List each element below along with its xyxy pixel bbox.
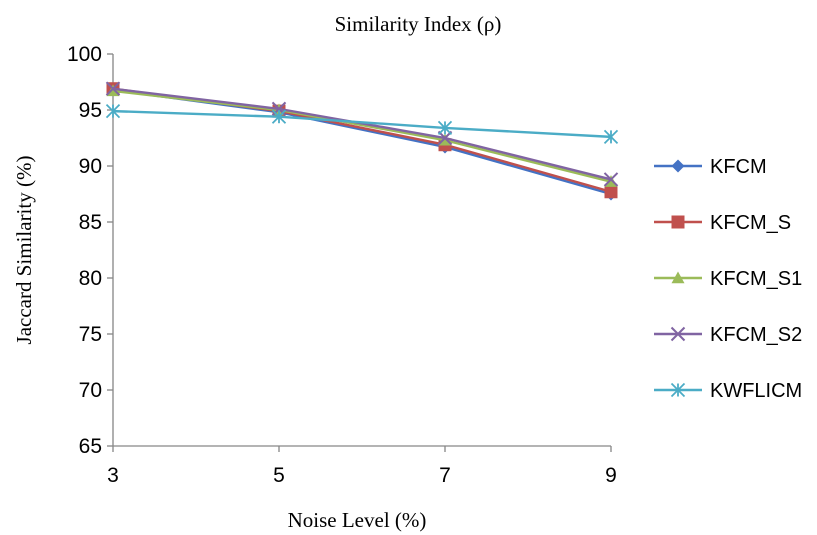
series-kwflicm [105,103,619,145]
y-tick-label: 70 [79,379,102,402]
y-tick-label: 90 [79,155,102,178]
series-line-kfcm-s1 [112,89,612,183]
x-axis-label: Noise Level (%) [288,508,427,532]
series-line-kfcm-s2 [112,87,612,181]
x-tick-label: 9 [605,464,617,487]
data-point-kfcm-s [604,185,618,199]
data-point-kfcm-s2 [603,172,619,187]
series-line-kwflicm [112,109,612,139]
legend-item-kfcm-s1: KFCM_S1 [654,268,802,290]
series-line-kfcm [112,88,612,196]
legend-item-kfcm-s: KFCM_S [654,212,791,234]
y-axis-label: Jaccard Similarity (%) [12,156,36,345]
x-tick-label: 7 [439,464,451,487]
chart-legend: KFCM KFCM_S KFCM_S1 KFCM_S2 KWFLICM [654,156,802,402]
series-line-kfcm-s [112,87,612,193]
y-axis-ticks: 65 70 75 80 85 90 95 100 [67,43,113,458]
y-tick-label: 80 [79,267,102,290]
data-point-kwflicm [603,129,619,145]
y-tick-label: 75 [79,323,102,346]
legend-label: KFCM_S2 [710,324,802,346]
legend-marker [671,215,685,229]
x-tick-label: 5 [273,464,285,487]
data-point-kfcm-s2 [105,81,121,96]
chart-title: Similarity Index (ρ) [335,12,502,36]
data-point-kwflicm [437,120,453,136]
data-point-kwflicm [105,103,121,119]
legend-label: KFCM [710,156,767,178]
legend-item-kwflicm: KWFLICM [654,380,802,402]
series-kfcm [106,83,618,201]
plot-series [105,81,619,201]
legend-marker [670,326,686,342]
legend-marker [670,382,686,398]
x-axis-ticks: 3 5 7 9 [107,446,617,487]
legend-item-kfcm-s2: KFCM_S2 [654,324,802,346]
legend-marker [671,271,685,284]
y-tick-label: 100 [67,43,102,66]
data-point-kfcm-s2 [437,130,453,146]
legend-item-kfcm: KFCM [654,156,767,178]
y-tick-label: 65 [79,435,102,458]
legend-marker [671,159,685,173]
legend-label: KWFLICM [710,380,802,402]
y-tick-label: 95 [79,99,102,122]
x-tick-label: 3 [107,464,119,487]
data-point-kwflicm [271,109,287,124]
legend-label: KFCM_S1 [710,268,802,290]
legend-label: KFCM_S [710,212,791,234]
y-tick-label: 85 [79,211,102,234]
